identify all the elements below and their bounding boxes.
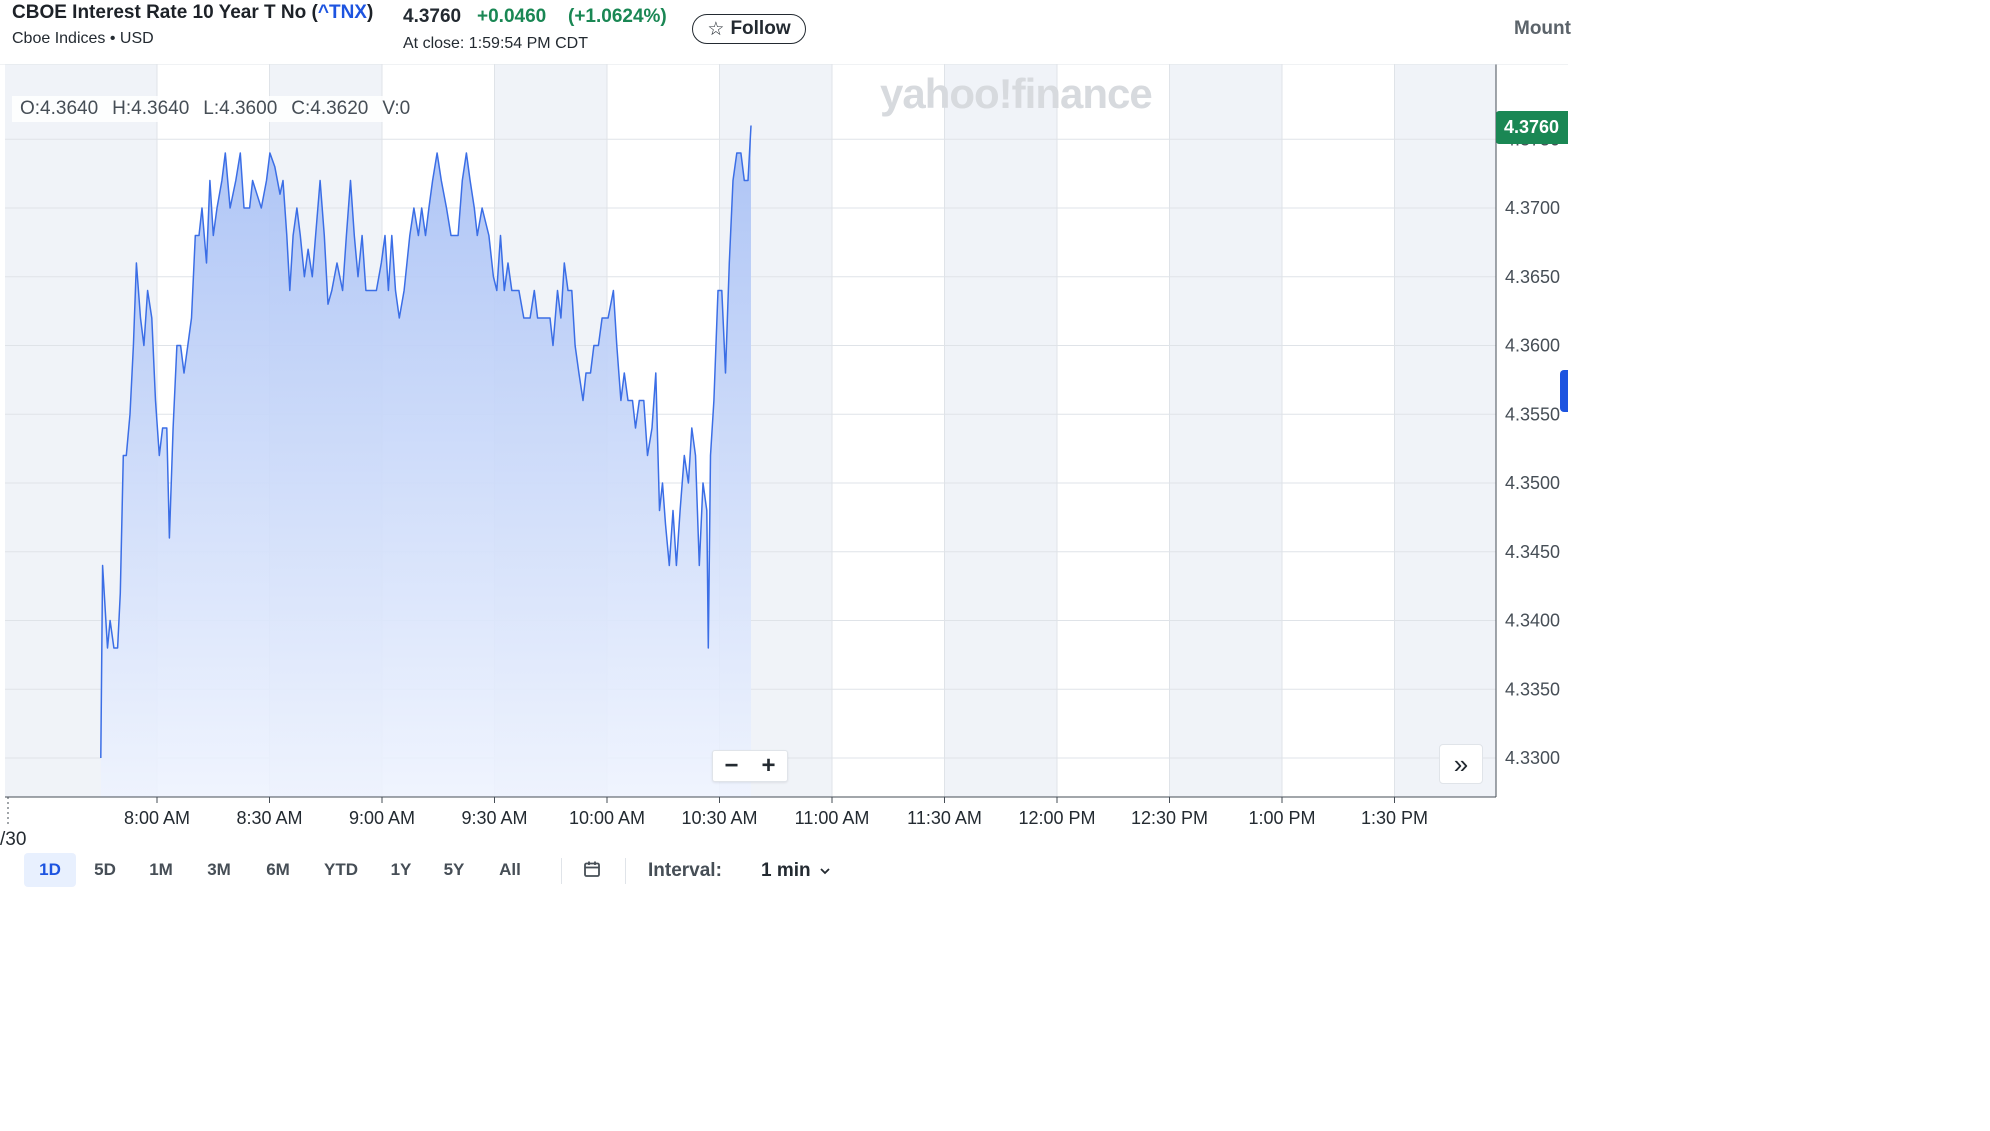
y-tick-label: 4.3550 — [1505, 404, 1560, 424]
instrument-name: CBOE Interest Rate 10 Year T No — [12, 2, 307, 23]
x-tick-label: 9:00 AM — [349, 808, 415, 828]
range-1m[interactable]: 1M — [149, 860, 173, 879]
ohlc-low: L:4.3600 — [203, 98, 278, 119]
x-tick-label: 12:00 PM — [1018, 808, 1095, 828]
zoom-controls: − + — [712, 750, 788, 782]
x-tick-label: 1:00 PM — [1248, 808, 1315, 828]
x-tick-label: 8:00 AM — [124, 808, 190, 828]
last-price-tag: 4.3760 — [1496, 111, 1568, 144]
price-chart[interactable]: 4.3300 4.3350 4.3400 4.3450 4.3500 4.3550 4.36… — [0, 64, 1568, 850]
quote-title: CBOE Interest Rate 10 Year T No (^TNX) — [12, 2, 373, 24]
x-tick-label: 9:30 AM — [461, 808, 527, 828]
x-tick-label: 10:00 AM — [569, 808, 645, 828]
range-5d[interactable]: 5D — [94, 860, 116, 879]
follow-label: Follow — [730, 18, 791, 39]
x-tick-label: 1:30 PM — [1361, 808, 1428, 828]
symbol-link[interactable]: ^TNX — [317, 2, 367, 23]
toolbar-divider — [625, 858, 626, 884]
ohlc-readout: O:4.3640 H:4.3640 L:4.3600 C:4.3620 V:0 — [12, 96, 433, 122]
exchange-currency: Cboe Indices • USD — [12, 30, 154, 47]
price-line — [100, 125, 752, 759]
range-ytd[interactable]: YTD — [324, 860, 358, 879]
ohlc-volume: V:0 — [382, 98, 411, 119]
ohlc-close: C:4.3620 — [291, 98, 369, 119]
follow-button[interactable]: ☆ Follow — [692, 14, 806, 44]
toolbar-divider — [561, 858, 562, 884]
y-tick-label: 4.3600 — [1505, 336, 1560, 356]
range-3m[interactable]: 3M — [207, 860, 231, 879]
zoom-out-button[interactable]: − — [724, 752, 739, 779]
y-tick-label: 4.3450 — [1505, 542, 1560, 562]
ohlc-open: O:4.3640 — [20, 98, 99, 119]
ohlc-high: H:4.3640 — [112, 98, 190, 119]
last-price: 4.3760 — [403, 6, 462, 27]
date-axis-label: /30 — [0, 829, 27, 850]
market-close-time: At close: 1:59:54 PM CDT — [403, 35, 588, 52]
chart-toolbar: 1D 5D 1M 3M 6M YTD 1Y 5Y All Interval: 1… — [0, 850, 1568, 891]
range-6m[interactable]: 6M — [266, 860, 290, 879]
range-1d[interactable]: 1D — [24, 853, 76, 887]
symbol-close: ) — [366, 2, 374, 23]
y-tick-label: 4.3700 — [1505, 198, 1560, 218]
price-area-fill — [100, 125, 752, 797]
yahoo-finance-watermark: yahoo!finance — [880, 70, 1153, 117]
interval-label: Interval: — [648, 860, 722, 881]
side-panel-tab[interactable] — [1560, 370, 1568, 412]
background-band — [944, 64, 1057, 797]
y-tick-label: 4.3400 — [1505, 611, 1560, 631]
price-change: +0.0460 — [477, 6, 547, 27]
interval-value: 1 min — [761, 860, 811, 881]
background-band — [1169, 64, 1282, 797]
symbol-open: ( — [306, 2, 318, 23]
background-band — [1394, 64, 1496, 797]
interval-select[interactable]: 1 min — [761, 860, 831, 882]
chevron-down-icon — [819, 868, 830, 875]
calendar-icon[interactable] — [583, 860, 601, 878]
x-tick-label: 8:30 AM — [236, 808, 302, 828]
x-tick-label: 10:30 AM — [681, 808, 757, 828]
range-5y[interactable]: 5Y — [443, 860, 465, 879]
x-tick-label: 11:00 AM — [795, 808, 870, 828]
range-1y[interactable]: 1Y — [390, 860, 412, 879]
header-right-text[interactable]: Mount — [1514, 18, 1571, 39]
range-all[interactable]: All — [499, 860, 521, 879]
y-tick-label: 4.3650 — [1505, 267, 1560, 287]
x-tick-label: 12:30 PM — [1131, 808, 1208, 828]
scroll-forward-button[interactable]: » — [1439, 744, 1483, 784]
y-tick-label: 4.3300 — [1505, 748, 1560, 768]
zoom-in-button[interactable]: + — [761, 752, 776, 779]
y-tick-label: 4.3350 — [1505, 679, 1560, 699]
x-tick-label: 11:30 AM — [907, 808, 982, 828]
price-change-percent: (+1.0624%) — [568, 6, 667, 27]
quote-header: CBOE Interest Rate 10 Year T No (^TNX) C… — [0, 0, 1571, 64]
y-tick-label: 4.3500 — [1505, 473, 1560, 493]
star-icon: ☆ — [707, 18, 725, 40]
